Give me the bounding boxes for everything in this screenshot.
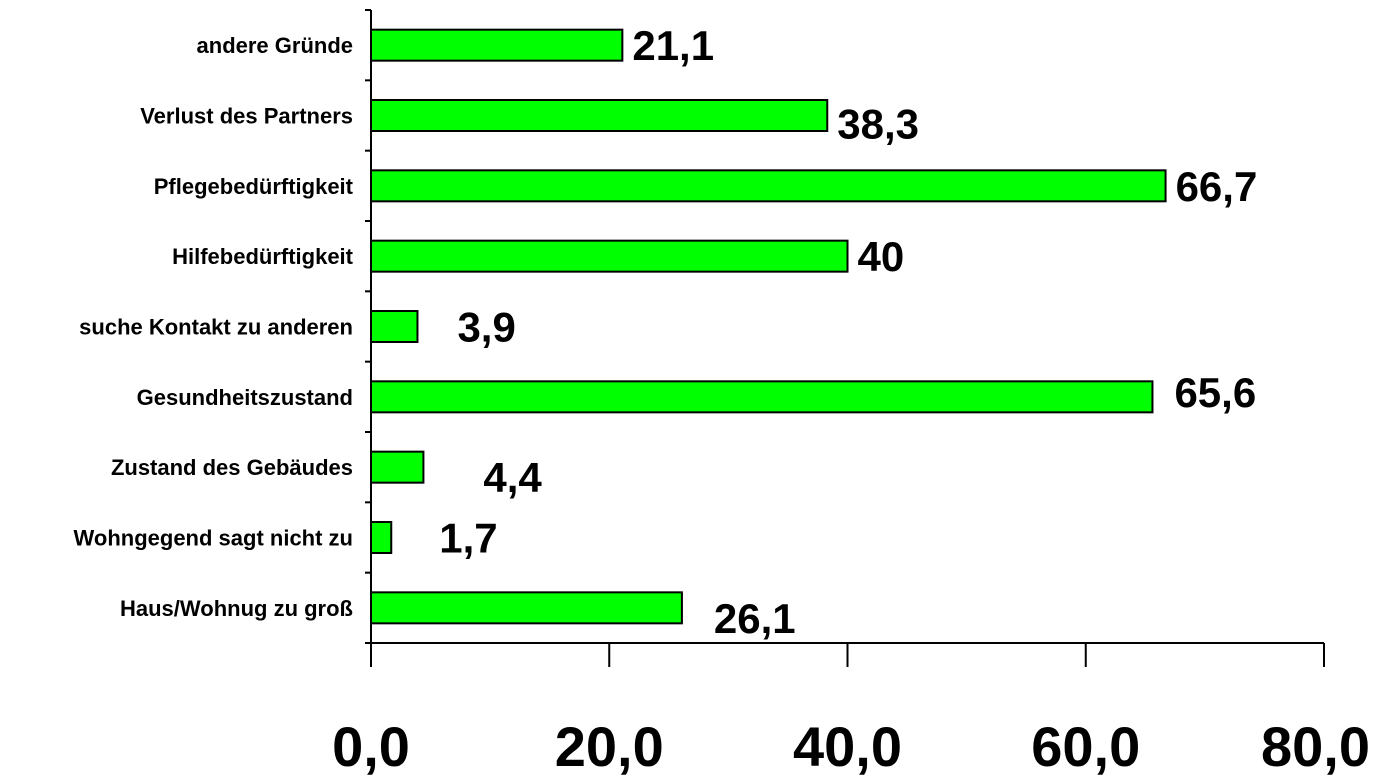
value-label-8: 26,1	[714, 595, 796, 642]
x-tick-label-4: 80,0	[1261, 715, 1370, 777]
value-label-0: 21,1	[632, 22, 714, 69]
axes-group	[365, 9, 1325, 667]
value-label-2: 66,7	[1176, 163, 1258, 210]
bar-4	[370, 310, 419, 343]
bar-1	[370, 99, 829, 132]
bar-6	[370, 450, 425, 484]
value-label-6: 4,4	[483, 454, 542, 501]
bar-3	[370, 239, 849, 273]
value-label-7: 1,7	[439, 515, 497, 562]
x-tick-label-1: 20,0	[555, 715, 664, 777]
bars-group	[370, 28, 1167, 625]
value-label-5: 65,6	[1174, 369, 1256, 416]
bar-0	[370, 28, 624, 62]
labels-group: andere Gründe 21,1 Verlust des Partners 38,…	[74, 22, 1370, 777]
category-label-1: Verlust des Partners	[140, 104, 353, 129]
category-label-3: Hilfebedürftigkeit	[172, 244, 354, 269]
category-label-0: andere Gründe	[197, 33, 353, 58]
category-label-2: Pflegebedürftigkeit	[154, 174, 354, 199]
x-tick-label-2: 40,0	[793, 715, 902, 777]
x-tick-label-0: 0,0	[332, 715, 410, 777]
bar-5	[370, 380, 1154, 414]
bar-7	[370, 521, 393, 554]
bar-2	[370, 169, 1167, 203]
value-label-4: 3,9	[457, 304, 515, 351]
value-label-3: 40	[858, 233, 905, 280]
category-label-4: suche Kontakt zu anderen	[79, 315, 353, 340]
category-label-7: Wohngegend sagt nicht zu	[74, 526, 353, 551]
category-label-8: Haus/Wohnug zu groß	[120, 596, 353, 621]
category-label-6: Zustand des Gebäudes	[111, 455, 353, 480]
x-tick-label-3: 60,0	[1031, 715, 1140, 777]
value-label-1: 38,3	[837, 101, 919, 148]
bar-8	[370, 591, 683, 625]
category-label-5: Gesundheitszustand	[137, 385, 353, 410]
